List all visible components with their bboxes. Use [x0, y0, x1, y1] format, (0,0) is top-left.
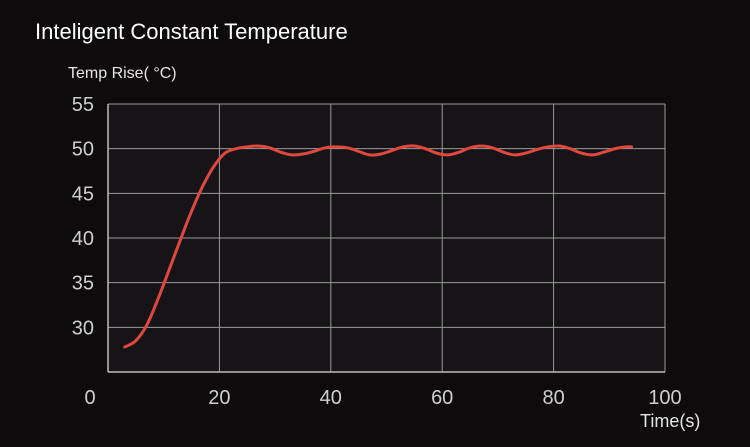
x-tick-label: 100	[648, 387, 681, 409]
x-tick-label: 60	[431, 387, 453, 409]
y-tick-label: 40	[72, 228, 94, 250]
temperature-line	[123, 144, 634, 349]
y-tick-label: 55	[72, 94, 94, 116]
y-tick-label: 35	[72, 273, 94, 295]
x-tick-label: 80	[542, 387, 564, 409]
x-tick-label: 40	[320, 387, 342, 409]
x-tick-label: 0	[84, 387, 95, 409]
y-tick-label: 30	[72, 317, 94, 339]
y-axis-label: Temp Rise( °C)	[68, 65, 177, 82]
chart-title: Inteligent Constant Temperature	[35, 19, 348, 44]
x-axis-label: Time(s)	[640, 411, 701, 431]
y-tick-label: 45	[72, 183, 94, 205]
y-tick-label: 50	[72, 139, 94, 161]
x-tick-label: 20	[208, 387, 230, 409]
